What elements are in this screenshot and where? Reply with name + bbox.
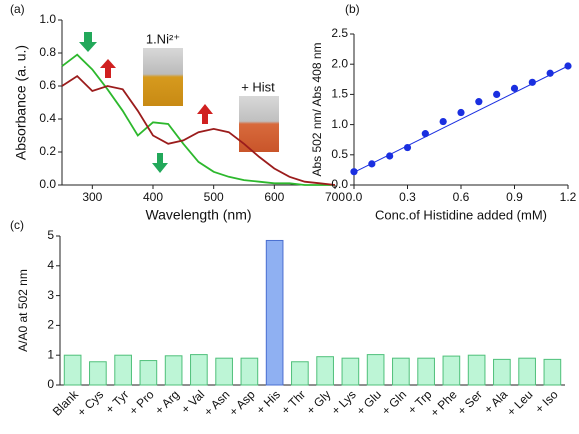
- y-tick-label: 0.6: [39, 78, 56, 92]
- x-tick-label: 1.2: [560, 190, 577, 204]
- x-axis-label: Wavelength (nm): [145, 207, 251, 223]
- y-axis-label: Absorbance (a. u.): [13, 45, 29, 160]
- data-point: [528, 78, 536, 86]
- arrow-down: [152, 153, 168, 173]
- x-tick-label: + Tyr: [103, 387, 132, 416]
- data-point: [350, 168, 358, 176]
- annotation: + Hist: [241, 79, 275, 94]
- y-tick-label: 1.5: [331, 87, 348, 101]
- spectrum-line: [61, 53, 335, 186]
- x-axis-label: Conc.of Histidine added (mM): [375, 207, 547, 222]
- x-tick-label: 300: [82, 190, 102, 204]
- x-tick-label: + Pro: [126, 387, 157, 418]
- y-tick-label: 0.0: [331, 177, 348, 191]
- panel-label: (c): [10, 218, 24, 232]
- bar: [543, 358, 562, 386]
- y-tick-label: 3: [47, 288, 54, 302]
- data-point: [564, 62, 572, 70]
- x-tick-label: 400: [143, 190, 163, 204]
- x-tick-label: 0.6: [453, 190, 470, 204]
- panel-label: (a): [10, 2, 25, 16]
- bar: [417, 357, 435, 386]
- x-tick-label: + Asn: [201, 387, 232, 418]
- x-tick-label: + Thr: [278, 387, 308, 417]
- data-point: [386, 152, 394, 160]
- bar: [467, 354, 486, 386]
- y-axis-label: A/A0 at 502 nm: [16, 269, 30, 352]
- bar: [341, 357, 360, 386]
- x-tick-label: 600: [264, 190, 284, 204]
- x-tick-label: + Gln: [379, 387, 409, 417]
- y-tick-label: 4: [47, 258, 54, 272]
- bar: [240, 357, 259, 386]
- vial-photo: [143, 48, 183, 106]
- arrow-down: [79, 32, 97, 52]
- y-tick-label: 0.4: [39, 111, 56, 125]
- y-tick-label: 1.0: [39, 12, 56, 26]
- y-tick-label: 2: [47, 318, 54, 332]
- data-point: [493, 90, 501, 98]
- data-point: [475, 98, 483, 106]
- x-tick-label: + Asp: [226, 387, 258, 419]
- x-tick-label: 700: [325, 190, 345, 204]
- spectrum-line: [61, 74, 336, 186]
- bar: [89, 361, 107, 386]
- y-tick-label: 0: [47, 377, 54, 391]
- bar: [63, 354, 82, 386]
- data-point: [546, 69, 554, 77]
- y-tick-label: 0.5: [331, 147, 348, 161]
- bar: [392, 357, 410, 386]
- y-tick-label: 2.0: [331, 56, 348, 70]
- x-tick-label: + Ser: [455, 387, 485, 417]
- bar: [215, 357, 233, 386]
- data-point: [457, 108, 465, 117]
- x-tick-label: + Leu: [504, 387, 535, 418]
- x-tick-label: + His: [254, 387, 283, 416]
- y-tick-label: 0.2: [39, 144, 56, 158]
- data-point: [421, 130, 429, 138]
- x-tick-label: + Phe: [427, 387, 460, 420]
- bar: [316, 356, 334, 386]
- x-tick-label: + Iso: [532, 387, 561, 416]
- y-tick-label: 0.0: [39, 177, 56, 191]
- x-tick-label: + Arg: [152, 387, 182, 417]
- bar: [164, 355, 183, 386]
- annotation: 1.Ni²⁺: [146, 31, 180, 46]
- bar: [442, 355, 461, 386]
- x-tick-label: 0.0: [346, 190, 363, 204]
- x-tick-label: + Lys: [329, 387, 359, 417]
- data-point: [403, 143, 412, 152]
- vial-photo: [239, 96, 279, 152]
- y-tick-label: 0.8: [39, 45, 56, 59]
- x-tick-label: + Glu: [354, 387, 384, 417]
- x-tick-label: Blank: [50, 387, 82, 419]
- bar: [114, 354, 132, 386]
- x-tick-label: + Cys: [74, 387, 106, 419]
- x-tick-label: 0.3: [399, 190, 416, 204]
- bar: [493, 358, 511, 386]
- bar: [190, 354, 208, 386]
- x-tick-label: 500: [204, 190, 224, 204]
- bar: [518, 357, 536, 386]
- y-tick-label: 1: [47, 347, 54, 361]
- bar: [366, 354, 385, 386]
- arrow-up: [100, 59, 116, 78]
- y-axis-label: Abs 502 nm/ Abs 408 nm: [310, 42, 324, 176]
- y-tick-label: 5: [47, 228, 54, 242]
- data-point: [439, 117, 447, 126]
- y-tick-label: 1.0: [331, 117, 348, 131]
- bar: [139, 360, 158, 386]
- bar: [291, 361, 309, 386]
- arrow-up: [197, 104, 213, 124]
- panel-label: (b): [345, 2, 360, 16]
- x-tick-label: + Gly: [304, 387, 334, 417]
- data-point: [510, 84, 519, 92]
- x-tick-label: 0.9: [506, 190, 523, 204]
- y-tick-label: 2.5: [331, 26, 348, 40]
- data-point: [368, 160, 376, 168]
- bar: [265, 239, 284, 386]
